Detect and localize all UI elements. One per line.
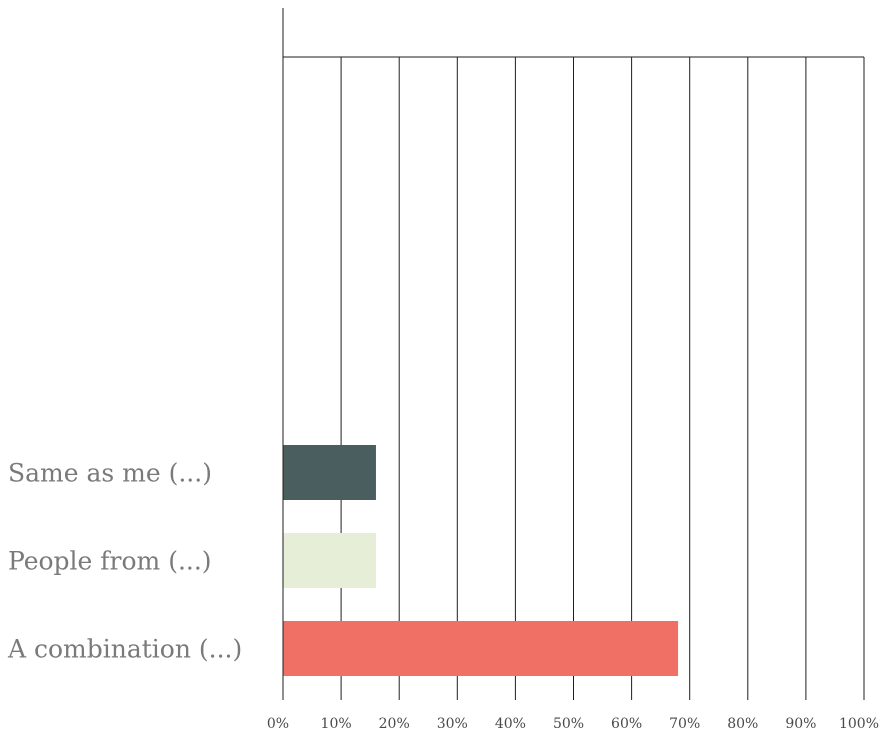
x-tick-label-5: 50% bbox=[553, 716, 584, 732]
gridlines bbox=[341, 57, 864, 700]
tick-labels: 0% 10% 20% 30% 40% 50% 60% 70% 80% 90% 100% bbox=[267, 716, 879, 732]
bar-1 bbox=[283, 533, 376, 588]
x-tick-label-3: 30% bbox=[437, 716, 468, 732]
x-tick-label-7: 70% bbox=[669, 716, 700, 732]
category-labels: Same as me (...) People from (...) A combi… bbox=[7, 459, 242, 664]
category-label-2: A combination (...) bbox=[7, 635, 242, 664]
x-tick-label-9: 90% bbox=[785, 716, 816, 732]
x-tick-label-6: 60% bbox=[611, 716, 642, 732]
x-tick-label-10: 100% bbox=[839, 716, 879, 732]
category-label-1: People from (...) bbox=[8, 547, 212, 576]
x-tick-label-1: 10% bbox=[321, 716, 352, 732]
x-tick-label-2: 20% bbox=[379, 716, 410, 732]
category-label-0: Same as me (...) bbox=[8, 459, 212, 488]
bar-2 bbox=[283, 621, 678, 676]
x-tick-label-4: 40% bbox=[495, 716, 526, 732]
x-tick-label-0: 0% bbox=[267, 716, 289, 732]
x-tick-label-8: 80% bbox=[727, 716, 758, 732]
bars bbox=[283, 445, 678, 676]
bar-0 bbox=[283, 445, 376, 500]
